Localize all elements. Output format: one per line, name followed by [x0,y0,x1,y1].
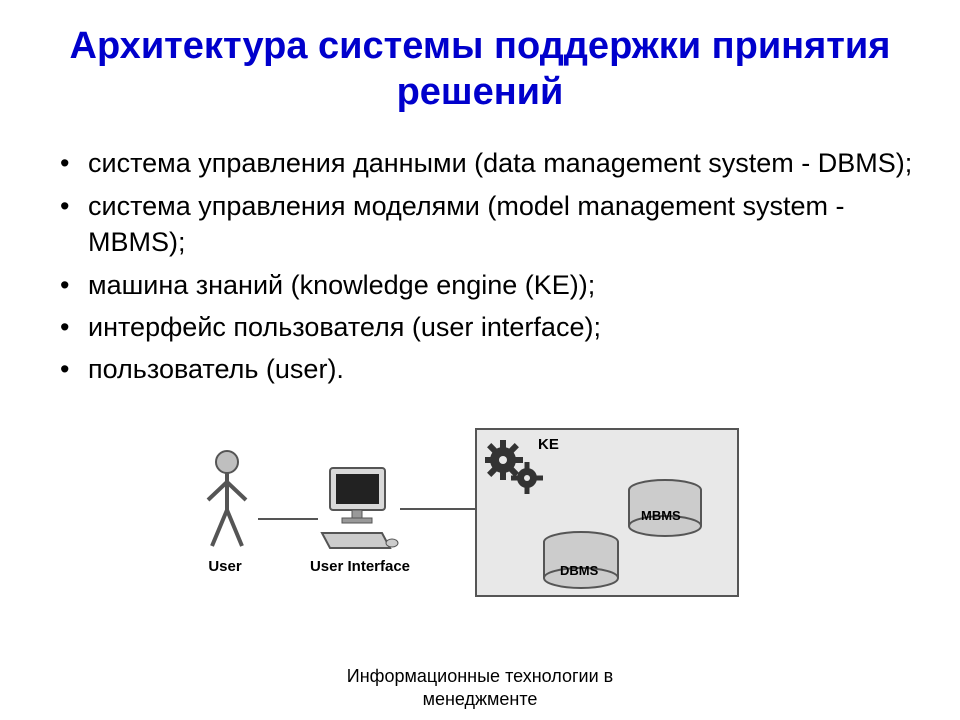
mbms-label: MBMS [641,508,681,523]
list-item: пользователь (user). [60,351,920,387]
footer-line: менеджменте [423,689,538,709]
list-item: система управления данными (data managem… [60,145,920,181]
connector-line [258,518,318,520]
bullet-list: система управления данными (data managem… [60,145,920,388]
list-item: машина знаний (knowledge engine (KE)); [60,267,920,303]
ke-label: KE [538,436,559,453]
dbms-label: DBMS [560,563,598,578]
user-label: User [190,558,260,575]
list-item: система управления моделями (model manag… [60,188,920,261]
slide-title: Архитектура системы поддержки принятия р… [0,0,960,125]
computer-icon [320,463,400,553]
footer-text: Информационные технологии в менеджменте [0,665,960,710]
gears-icon [485,438,545,498]
dbms-cylinder-icon [540,530,622,592]
list-item: интерфейс пользователя (user interface); [60,309,920,345]
user-interface-label: User Interface [295,558,425,575]
architecture-diagram: User User Interface [180,408,780,608]
footer-line: Информационные технологии в [347,666,613,686]
connector-line [400,508,475,510]
user-icon [200,448,255,553]
